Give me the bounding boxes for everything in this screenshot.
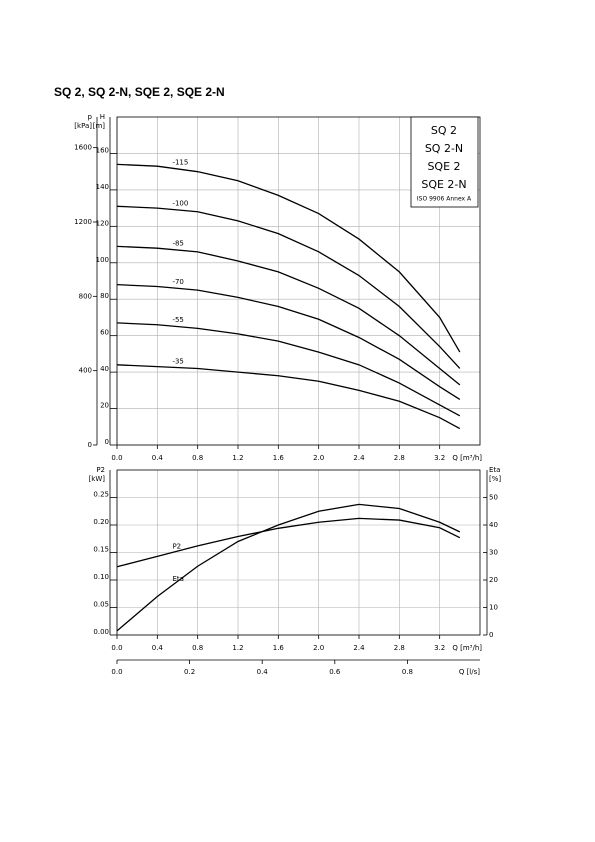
y-tick-label: 0.20 <box>93 518 109 526</box>
series-label: -70 <box>172 278 183 286</box>
y-tick-label: 0.10 <box>93 573 109 581</box>
curve <box>116 283 461 400</box>
x-tick-label: 3.2 <box>434 454 445 462</box>
x2-tick-label: 0.8 <box>402 668 413 676</box>
y2-tick-label: 800 <box>79 292 92 300</box>
y2-tick-label: 1200 <box>74 218 92 226</box>
y-tick-label: 60 <box>100 329 109 337</box>
y2-tick-label: 20 <box>489 576 498 584</box>
y2-axis-label: [%] <box>489 475 501 483</box>
x-tick-label: 1.2 <box>232 454 243 462</box>
curve <box>116 245 461 386</box>
y2-axis-label: p <box>88 113 93 121</box>
y2-tick-label: 40 <box>489 521 498 529</box>
plot-frame <box>116 116 481 446</box>
curve <box>116 205 461 369</box>
series-label: -35 <box>172 357 183 365</box>
y2-tick-label: 30 <box>489 549 498 557</box>
x-tick-label: 0.0 <box>111 644 122 652</box>
note: ISO 9906 Annex A <box>417 196 472 203</box>
x-tick-label: 2.4 <box>353 644 365 652</box>
y-axis-label: P2 <box>96 466 105 474</box>
x-tick-label: 1.6 <box>273 454 285 462</box>
x-axis-label: Q [m³/h] <box>452 644 482 652</box>
x-tick-label: 0.0 <box>111 454 122 462</box>
curve <box>116 163 461 353</box>
x-tick-label: 3.2 <box>434 644 445 652</box>
y2-tick-label: 0 <box>88 441 92 449</box>
y-tick-label: 100 <box>96 256 109 264</box>
x2-tick-label: 0.6 <box>329 668 341 676</box>
x-tick-label: 0.4 <box>152 454 164 462</box>
curve <box>116 364 461 430</box>
y2-tick-label: 50 <box>489 494 498 502</box>
x-tick-label: 2.0 <box>313 644 324 652</box>
curve <box>116 322 461 417</box>
y-tick-label: 140 <box>96 183 109 191</box>
legend-text: SQE 2-N <box>421 178 466 191</box>
y-tick-label: 120 <box>96 219 109 227</box>
y-axis-label: H <box>100 113 105 121</box>
y-tick-label: 0.25 <box>93 491 109 499</box>
y2-axis-label: Eta <box>489 466 500 474</box>
y-axis-label: [m] <box>93 122 106 130</box>
x-tick-label: 0.8 <box>192 644 203 652</box>
legend-text: SQ 2 <box>431 124 457 137</box>
y-tick-label: 0.15 <box>93 546 109 554</box>
x2-tick-label: 0.2 <box>184 668 195 676</box>
y-tick-label: 0.00 <box>93 628 109 636</box>
legend-text: SQ 2-N <box>425 142 463 155</box>
y-tick-label: 0.05 <box>93 601 109 609</box>
x-tick-label: 2.4 <box>353 454 365 462</box>
legend-text: SQE 2 <box>427 160 460 173</box>
curve <box>116 503 461 632</box>
x-axis-label: Q [m³/h] <box>452 454 482 462</box>
y-tick-label: 20 <box>100 402 109 410</box>
x-tick-label: 2.8 <box>394 644 405 652</box>
y-axis-label: [kW] <box>89 475 106 483</box>
page-title: SQ 2, SQ 2-N, SQE 2, SQE 2-N <box>54 85 225 99</box>
series-label: P2 <box>172 542 181 550</box>
x2-tick-label: 0.0 <box>111 668 122 676</box>
series-label: -115 <box>172 158 188 166</box>
y2-tick-label: 1600 <box>74 144 92 152</box>
y-tick-label: 40 <box>100 365 109 373</box>
x2-tick-label: 0.4 <box>257 668 269 676</box>
x-tick-label: 2.8 <box>394 454 405 462</box>
series-label: -55 <box>172 316 183 324</box>
y2-axis-label: [kPa] <box>74 122 92 130</box>
series-label: -85 <box>172 240 183 248</box>
x-tick-label: 1.2 <box>232 644 243 652</box>
y2-tick-label: 400 <box>79 367 92 375</box>
y-tick-label: 80 <box>100 292 109 300</box>
x-tick-label: 1.6 <box>273 644 285 652</box>
y-tick-label: 0 <box>105 438 109 446</box>
y-tick-label: 160 <box>96 146 109 154</box>
series-label: Eta <box>172 575 183 583</box>
x-tick-label: 0.4 <box>152 644 164 652</box>
x-tick-label: 2.0 <box>313 454 324 462</box>
y2-tick-label: 0 <box>489 631 493 639</box>
series-label: -100 <box>172 199 188 207</box>
curve <box>116 517 461 568</box>
y2-tick-label: 10 <box>489 604 498 612</box>
plot-frame <box>116 469 481 636</box>
x2-axis-label: Q [l/s] <box>459 668 480 676</box>
legend-box <box>410 116 479 208</box>
x-tick-label: 0.8 <box>192 454 203 462</box>
